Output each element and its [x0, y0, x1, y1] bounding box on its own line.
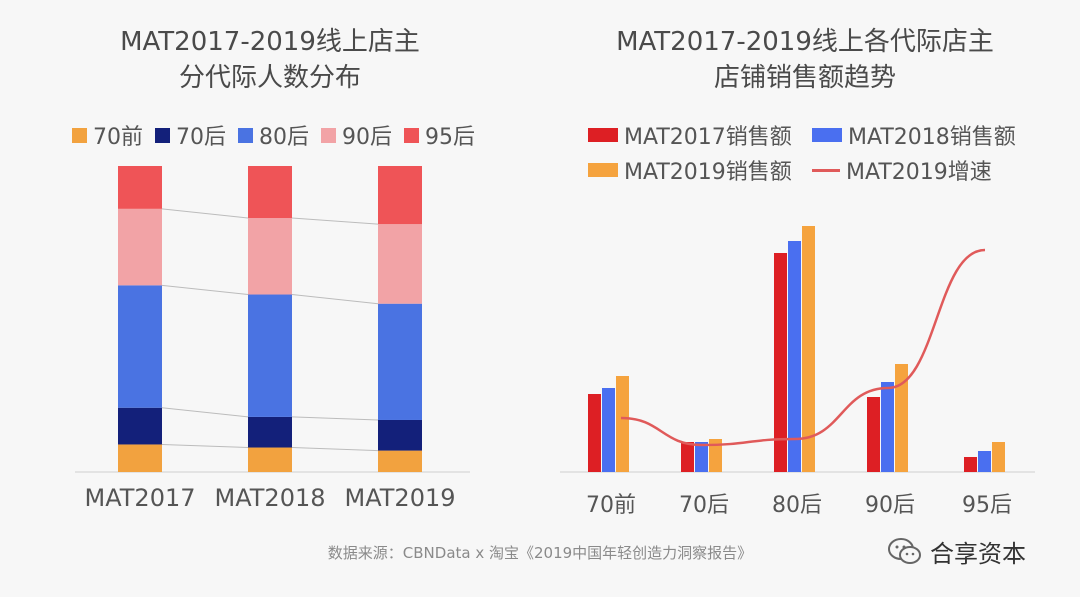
legend-item-post70: 70后 — [155, 119, 226, 151]
segment-connector-line — [291, 294, 379, 305]
legend-item-mat2019: MAT2019销售额 — [588, 154, 792, 186]
x-tick-label: MAT2018 — [215, 484, 326, 512]
stacked-bar-segment — [378, 419, 422, 451]
legend-label: 70前 — [93, 125, 143, 150]
legend-swatch — [588, 163, 618, 177]
stacked-bar-segment — [248, 166, 292, 219]
segment-connector-line — [161, 284, 249, 296]
left-chart-title-line2: 分代际人数分布 — [178, 63, 361, 93]
right-chart-title-line2: 店铺销售额趋势 — [713, 63, 896, 93]
x-tick-label: MAT2017 — [85, 484, 196, 512]
x-tick-label: MAT2019 — [345, 484, 456, 512]
legend-item-mat2018: MAT2018销售额 — [812, 119, 1016, 151]
sales-bar — [964, 457, 977, 472]
wechat-icon — [888, 537, 921, 564]
sales-bar — [709, 439, 722, 472]
stacked-bar-segment — [118, 407, 162, 445]
source-note: 数据来源：CBNData x 淘宝《2019中国年轻创造力洞察报告》 — [327, 544, 753, 562]
stacked-bar-segment — [378, 224, 422, 304]
x-tick-label: 80后 — [772, 493, 822, 518]
sales-bar — [802, 226, 815, 472]
left-chart-title-line1: MAT2017-2019线上店主 — [120, 27, 420, 57]
brand-badge: 合享资本 — [888, 534, 1026, 569]
legend-line-swatch — [812, 168, 840, 172]
brand-name: 合享资本 — [930, 540, 1026, 568]
stacked-bar-segment — [118, 166, 162, 209]
stacked-bar-segment — [118, 208, 162, 286]
legend-label: MAT2019销售额 — [624, 160, 792, 185]
stacked-bar-segment — [118, 444, 162, 472]
legend-item-pre70: 70前 — [72, 119, 143, 151]
legend-label: 95后 — [425, 125, 475, 150]
stacked-bar-segment — [248, 447, 292, 472]
legend-label: 90后 — [342, 125, 392, 150]
sales-bar — [895, 364, 908, 472]
sales-bar — [602, 388, 615, 472]
legend-label: MAT2017销售额 — [624, 125, 792, 150]
sales-bar — [881, 382, 894, 472]
segment-connector-line — [291, 416, 379, 421]
stacked-bar-segment — [378, 303, 422, 420]
legend-swatch — [238, 127, 253, 143]
legend-item-post80: 80后 — [238, 119, 309, 151]
legend-label: 70后 — [176, 125, 226, 150]
stacked-bar-segment — [248, 294, 292, 417]
legend-label: MAT2019增速 — [846, 160, 992, 185]
sales-bar — [867, 397, 880, 472]
stacked-bar-segment — [118, 285, 162, 408]
sales-bar — [616, 376, 629, 472]
sales-bar — [695, 442, 708, 472]
stacked-bar-segment — [378, 166, 422, 225]
segment-connector-line — [291, 217, 379, 225]
legend-swatch — [155, 127, 170, 143]
legend-swatch — [588, 128, 618, 142]
legend-item-mat2017: MAT2017销售额 — [588, 119, 792, 151]
x-tick-label: 70后 — [679, 493, 729, 518]
legend-label: MAT2018销售额 — [848, 125, 1016, 150]
x-tick-label: 95后 — [962, 493, 1012, 518]
segment-connector-line — [161, 443, 249, 449]
segment-connector-line — [161, 208, 249, 219]
segment-connector-line — [161, 407, 249, 418]
sales-bar — [774, 253, 787, 472]
legend-item-post90: 90后 — [321, 119, 392, 151]
sales-bar — [681, 442, 694, 472]
legend-swatch — [321, 127, 336, 143]
legend-swatch — [72, 127, 87, 143]
growth-line — [620, 248, 986, 447]
segment-connector-line — [291, 447, 379, 452]
right-chart-title-line1: MAT2017-2019线上各代际店主 — [616, 27, 994, 57]
legend-item-growth: MAT2019增速 — [812, 154, 992, 186]
sales-bar — [992, 442, 1005, 472]
left-chart-title: MAT2017-2019线上店主 分代际人数分布 — [40, 24, 500, 96]
sales-bar — [788, 241, 801, 472]
legend-item-post95: 95后 — [404, 119, 475, 151]
legend-swatch — [812, 128, 842, 142]
stacked-bar-segment — [248, 218, 292, 295]
legend-swatch — [404, 127, 419, 143]
stacked-bar-segment — [378, 450, 422, 472]
stacked-bar-segment — [248, 416, 292, 448]
right-chart-title: MAT2017-2019线上各代际店主 店铺销售额趋势 — [555, 24, 1055, 96]
x-tick-label: 90后 — [865, 493, 915, 518]
x-tick-label: 70前 — [586, 493, 636, 518]
sales-bar — [588, 394, 601, 472]
sales-bar — [978, 451, 991, 472]
legend-label: 80后 — [259, 125, 309, 150]
